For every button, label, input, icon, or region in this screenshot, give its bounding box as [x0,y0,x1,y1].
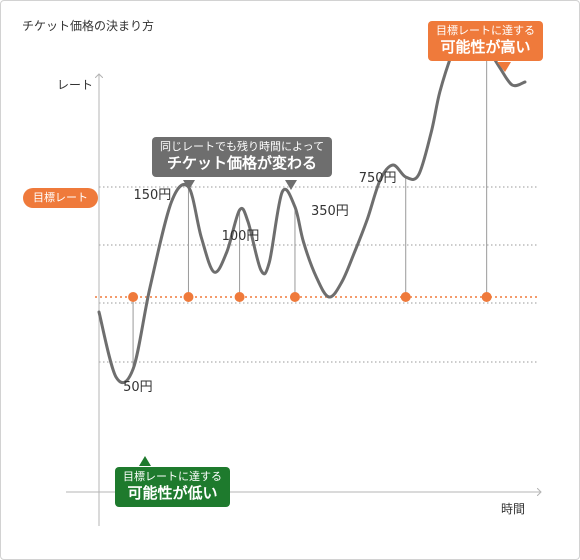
callout-same-rate-tail-right [285,180,297,190]
callout-same-rate-main: チケット価格が変わる [167,153,318,172]
target-dot-0 [128,292,139,302]
callout-low-tail [139,456,151,466]
gridlines [99,186,537,363]
price-label-1: 150円 [133,188,171,203]
price-label-0: 50円 [123,380,153,395]
target-dot-3 [289,292,300,302]
point-drop-lines [132,45,488,369]
callout-high-tail [497,62,511,72]
target-rate-tag: 目標レート [23,188,98,208]
x-axis-label: 時間 [501,502,525,516]
target-dot-2 [234,292,245,302]
price-label-3: 350円 [311,204,349,219]
callout-high-probability: 目標レートに達する 可能性が高い [428,21,543,61]
price-label-2: 100円 [222,229,260,244]
callout-low-sub: 目標レートに達する [123,470,222,483]
callout-low-main: 可能性が低い [127,483,218,502]
callout-low-probability: 目標レートに達する 可能性が低い [115,467,230,507]
y-axis-label: レート [57,78,93,92]
callout-high-main: 可能性が高い [440,37,531,56]
callout-same-rate-tail-left [183,180,195,190]
target-dot-5 [481,292,492,302]
target-dot-4 [400,292,411,302]
price-label-4: 750円 [359,171,397,186]
callout-same-rate: 同じレートでも残り時間によって チケット価格が変わる [152,137,333,177]
target-dots [128,292,492,302]
callout-same-rate-sub: 同じレートでも残り時間によって [160,140,325,153]
chart-title: チケット価格の決まり方 [22,19,155,33]
callout-high-sub: 目標レートに達する [436,24,535,37]
target-dot-1 [183,292,194,302]
